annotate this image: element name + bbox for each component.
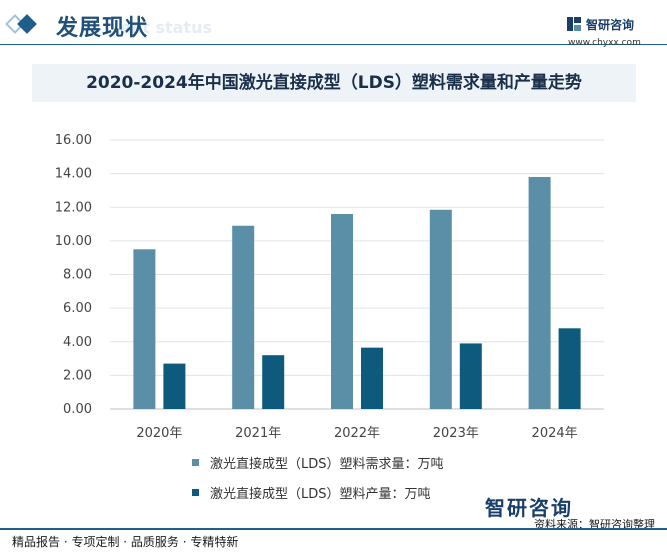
legend-item-production: 激光直接成型（LDS）塑料产量：万吨 — [192, 483, 552, 513]
bar-production — [361, 347, 383, 409]
legend-item-demand: 激光直接成型（LDS）塑料需求量：万吨 — [192, 453, 552, 483]
footer-divider — [0, 528, 667, 530]
bar-demand — [232, 225, 255, 409]
legend-swatch-production — [192, 489, 199, 496]
bar-production — [558, 328, 581, 409]
chart-legend: 激光直接成型（LDS）塑料需求量：万吨 激光直接成型（LDS）塑料产量：万吨 — [192, 453, 552, 513]
bar-demand — [429, 209, 452, 409]
bar-demand — [528, 176, 551, 409]
brand-url: www.chyxx.com — [568, 38, 641, 48]
brand-logo-icon — [567, 17, 581, 31]
footer-tagline: 精品报告 · 专项定制 · 品质服务 · 专精特新 — [12, 535, 239, 549]
y-tick-label: 10.00 — [55, 234, 92, 249]
brand-logo: 智研咨询 www.chyxx.com — [566, 14, 666, 48]
y-tick-label: 8.00 — [63, 268, 92, 283]
bar-production — [459, 343, 482, 409]
legend-swatch-demand — [192, 459, 199, 466]
y-tick-label: 12.00 — [55, 200, 92, 215]
y-tick-label: 4.00 — [63, 335, 92, 350]
x-tick-label: 2023年 — [433, 426, 479, 441]
bar-chart: 0.00 2.00 4.00 6.00 8.00 10.00 12.00 14.00 16.00… — [55, 133, 604, 441]
bar-production — [163, 363, 186, 409]
bar-demand — [133, 249, 156, 409]
y-tick-label: 0.00 — [63, 402, 92, 417]
section-header: ent status 发展现状 智研咨询 www.chyxx.com — [0, 0, 667, 50]
y-tick-label: 14.00 — [55, 167, 92, 182]
brand-name: 智研咨询 — [586, 18, 635, 32]
x-tick-label: 2022年 — [334, 426, 380, 441]
legend-label-demand: 激光直接成型（LDS）塑料需求量：万吨 — [210, 457, 444, 472]
chart-title: 2020-2024年中国激光直接成型（LDS）塑料需求量和产量走势 — [86, 73, 582, 93]
y-tick-label: 16.00 — [55, 133, 92, 148]
source-note: 资料来源：智研咨询整理 — [534, 518, 655, 531]
bar-demand — [331, 213, 353, 409]
section-title: 发展现状 — [56, 16, 149, 41]
x-tick-label: 2024年 — [532, 426, 578, 441]
diamond-icon — [17, 14, 37, 34]
header-divider — [0, 44, 667, 45]
section-subtitle: ent status — [120, 18, 212, 37]
y-tick-label: 2.00 — [63, 368, 92, 383]
footer-logo: 智研咨询 — [485, 496, 573, 520]
x-tick-label: 2020年 — [136, 426, 182, 441]
legend-label-production: 激光直接成型（LDS）塑料产量：万吨 — [210, 487, 431, 502]
y-tick-label: 6.00 — [63, 301, 92, 316]
page-footer: 智研咨询 资料来源：智研咨询整理 精品报告 · 专项定制 · 品质服务 · 专精… — [0, 496, 667, 557]
x-tick-label: 2021年 — [235, 426, 281, 441]
chart-title-bar: 2020-2024年中国激光直接成型（LDS）塑料需求量和产量走势 — [32, 64, 636, 102]
bar-production — [262, 355, 285, 409]
